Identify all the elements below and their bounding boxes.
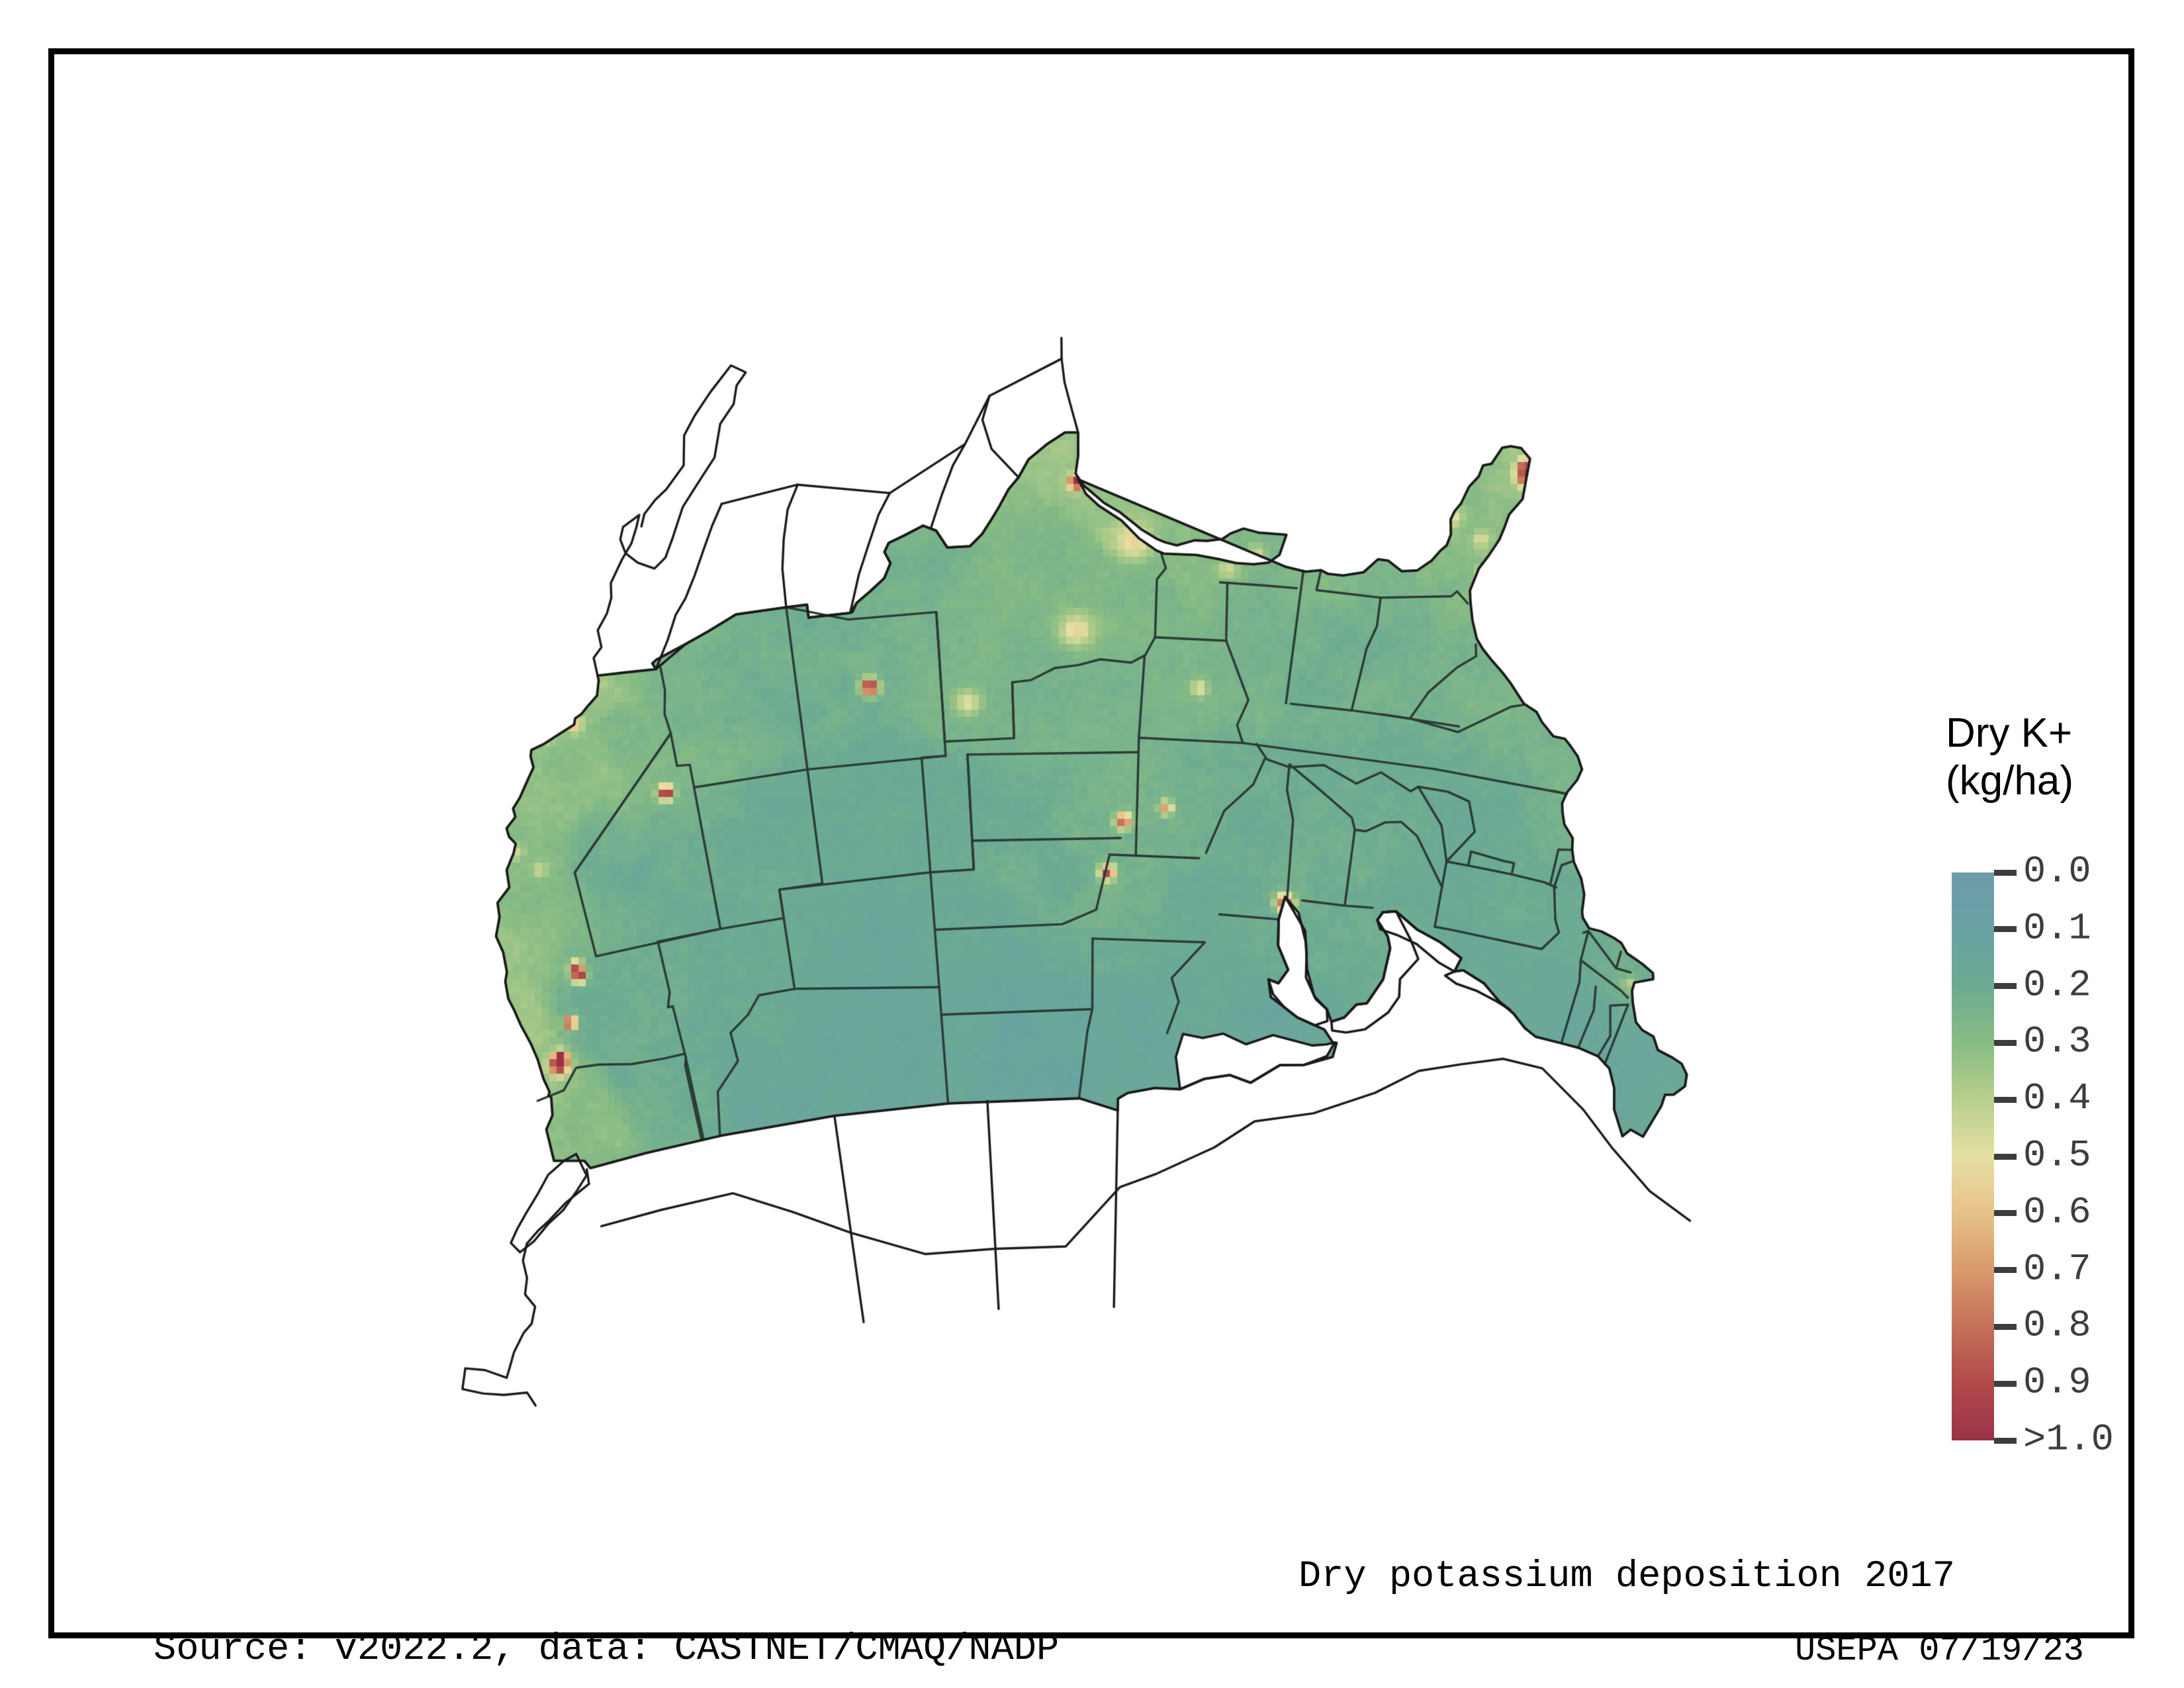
colorbar-tick-label: 0.3 — [2023, 1021, 2091, 1064]
colorbar-tick-label: 0.9 — [2023, 1362, 2091, 1405]
colorbar-tick-label: 0.5 — [2023, 1135, 2091, 1178]
colorbar-tick-label: >1.0 — [2023, 1419, 2114, 1462]
colorbar-tick — [1994, 1039, 2017, 1046]
colorbar-tick — [1994, 869, 2017, 876]
colorbar-tick-label: 0.8 — [2023, 1305, 2091, 1348]
colorbar-tick-label: 0.0 — [2023, 851, 2091, 894]
colorbar-tick-label: 0.1 — [2023, 908, 2091, 951]
colorbar-tick — [1994, 926, 2017, 933]
colorbar: 0.0 0.1 0.2 0.3 0.4 0.5 0.6 0.7 0.8 0.9 >1.0 — [1952, 853, 2114, 1459]
deposition-raster-map — [54, 54, 2128, 1632]
colorbar-tick — [1994, 1096, 2017, 1103]
colorbar-tick — [1994, 1380, 2017, 1387]
colorbar-tick-label: 0.4 — [2023, 1078, 2091, 1121]
colorbar-tick — [1994, 1153, 2017, 1160]
colorbar-tick-label: 0.2 — [2023, 964, 2091, 1008]
map-caption: Dry potassium deposition 2017 — [1298, 1556, 1955, 1598]
colorbar-tick-label: 0.7 — [2023, 1248, 2091, 1291]
source-caption: Source: v2022.2, data: CASTNET/CMAQ/NADP — [154, 1628, 1060, 1671]
colorbar-tick — [1994, 1210, 2017, 1217]
colorbar-gradient — [1952, 872, 1994, 1440]
colorbar-tick — [1994, 1323, 2017, 1330]
colorbar-tick — [1994, 1437, 2017, 1444]
agency-caption: USEPA 07/19/23 — [1795, 1631, 2084, 1670]
colorbar-tick — [1994, 983, 2017, 990]
colorbar-tick-label: 0.6 — [2023, 1192, 2091, 1235]
figure-frame: Dry K+ (kg/ha) 0.0 0.1 0.2 0.3 0.4 0.5 0.6 0.7 0… — [48, 48, 2134, 1671]
colorbar-tick — [1994, 1267, 2017, 1274]
map-panel — [54, 54, 2128, 1632]
